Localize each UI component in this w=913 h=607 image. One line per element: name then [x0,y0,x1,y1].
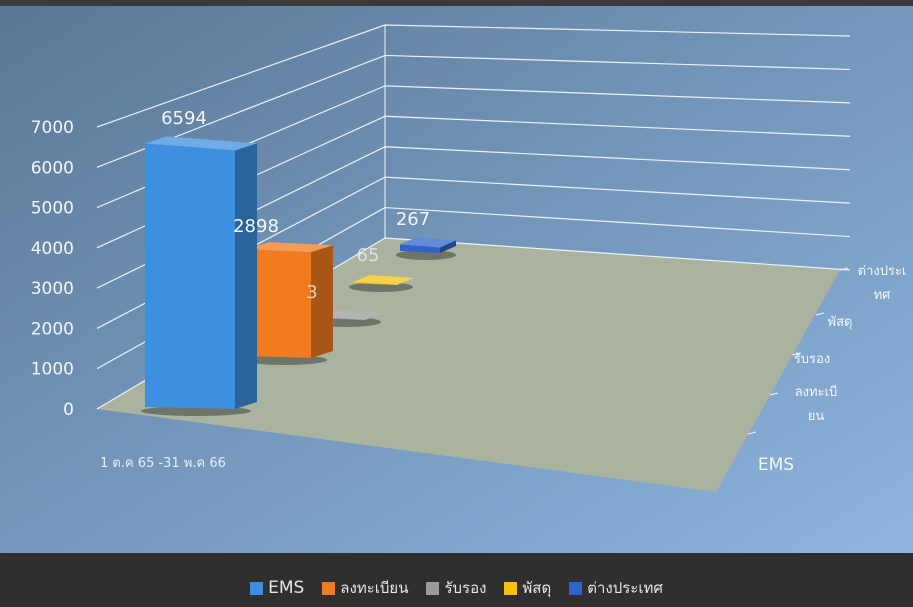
footer-bar [0,553,913,603]
legend: EMS ลงทะเบียน รับรอง พัสดุ ต่างประเทศ [0,576,913,600]
bar-top [247,242,333,253]
bar-top [145,136,257,151]
y-tick-label: 1000 [31,360,74,380]
legend-item: EMS [250,578,304,598]
depth-tick [769,392,779,396]
legend-label: ลงทะเบียน [340,579,409,597]
legend-label: ต่างประเทศ [587,579,663,597]
depth-axis-label: ทศ [874,288,892,303]
legend-swatch [426,581,440,595]
bar-front [145,143,235,409]
legend-item: พัสดุ [504,576,551,600]
bar-top [400,237,456,248]
depth-axis-label: ลงทะเบี [795,384,838,400]
bar-front [400,244,440,253]
data-label: 267 [396,209,430,230]
legend-swatch [250,581,264,595]
depth-tick [839,267,849,271]
bar-5 [396,237,456,260]
depth-axis-label: พัสดุ [828,315,853,330]
depth-tick [747,431,757,435]
bar-front [247,249,311,358]
legend-label: รับรอง [444,579,487,597]
data-label: 65 [357,245,380,266]
top-strip [0,0,913,6]
legend-swatch [504,581,518,595]
data-label: 2898 [233,216,279,237]
depth-tick [791,352,801,356]
bar-1 [141,136,257,416]
bar-2 [243,242,333,365]
bar-side [311,245,333,358]
depth-axis-label: รับรอง [794,352,830,367]
legend-swatch [569,581,583,595]
depth-tick [815,312,825,316]
bar-top [353,275,414,285]
legend-label: พัสดุ [522,579,552,597]
legend-item: รับรอง [426,576,486,600]
bar-4 [349,275,414,292]
y-tick-label: 7000 [31,118,74,138]
legend-item: ต่างประเทศ [569,576,663,600]
bar-side [235,143,257,409]
depth-axis-label: ต่างประเ [858,264,907,279]
y-tick-label: 2000 [31,319,74,339]
y-tick-label: 6000 [31,158,74,178]
y-tick-label: 5000 [31,199,74,219]
depth-axis-label: ยน [808,409,825,424]
y-tick-label: 3000 [31,279,74,299]
y-tick-label: 0 [63,400,74,420]
data-label: 3 [306,282,317,303]
legend-item: ลงทะเบียน [322,576,408,600]
legend-label: EMS [268,578,305,598]
x-tick-label: 1 ต.ค 65 -31 พ.ค 66 [100,456,226,471]
data-label: 6594 [161,108,207,129]
bar-side [440,240,456,253]
legend-swatch [322,581,336,595]
depth-axis-label: EMS [758,455,794,475]
y-tick-label: 4000 [31,239,74,259]
